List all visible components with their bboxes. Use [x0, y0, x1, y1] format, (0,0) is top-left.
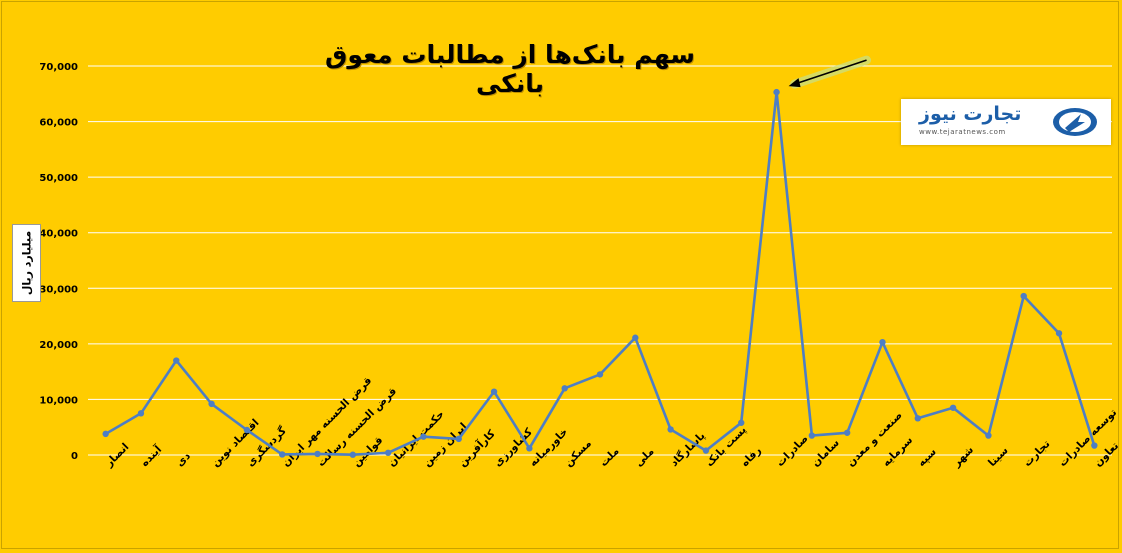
x-tick-label: شهر: [950, 444, 976, 470]
x-tick-label: سپه: [915, 446, 938, 469]
chart-title: سهم بانک‌ها از مطالبات معوق بانکی: [325, 40, 695, 98]
series-line: [105, 90, 1096, 457]
data-point: [420, 433, 427, 440]
x-tick-label: ملت: [598, 445, 622, 469]
data-point: [526, 445, 533, 452]
y-tick-label: 30,000: [39, 284, 78, 295]
data-point: [667, 426, 674, 433]
data-point: [985, 432, 992, 439]
x-tick-label: مسکن: [562, 437, 594, 469]
y-tick-label: 20,000: [39, 340, 78, 351]
data-point: [808, 432, 816, 439]
data-point: [173, 357, 180, 364]
data-point: [1091, 442, 1098, 449]
data-point: [914, 415, 921, 422]
data-point: [455, 435, 462, 443]
y-tick-label: 10,000: [39, 395, 78, 406]
data-point: [596, 371, 604, 378]
data-point: [384, 449, 392, 456]
x-tick-label: دی: [174, 450, 194, 470]
y-tick-label: 50,000: [39, 173, 78, 184]
annotation-arrow-head: [788, 78, 801, 88]
data-point: [208, 400, 215, 408]
data-point: [102, 430, 109, 438]
annotation-arrow: [794, 59, 867, 85]
x-tick-label: آینده: [138, 443, 165, 470]
x-tick-label: سامان: [809, 437, 841, 469]
data-point: [949, 404, 957, 411]
data-point: [137, 410, 145, 417]
data-point: [243, 426, 251, 434]
logo-name: تجارت نیوز: [919, 103, 1022, 125]
data-point: [702, 447, 710, 454]
data-point: [1020, 292, 1027, 300]
data-point: [349, 451, 357, 458]
data-point: [843, 429, 851, 436]
x-tick-label: تجارت: [1021, 438, 1052, 469]
x-tick-label: ملی: [633, 445, 657, 469]
y-axis-label: میلیارد ریال: [20, 230, 33, 296]
x-tick-label: صادرات: [774, 433, 811, 470]
y-tick-label: 60,000: [39, 118, 78, 129]
x-tick-label: سرمایه: [880, 434, 915, 469]
logo-url: www.tejaratnews.com: [919, 128, 1006, 136]
data-point: [632, 334, 639, 341]
y-axis-label-box: میلیارد ریال: [12, 224, 41, 302]
data-point: [879, 338, 886, 346]
data-point: [314, 450, 321, 458]
tejarat-news-logo: تجارت نیوز www.tejaratnews.com: [901, 99, 1111, 145]
x-tick-label: سینا: [986, 444, 1011, 469]
data-point: [279, 451, 286, 458]
data-point: [561, 385, 568, 392]
y-tick-label: 0: [71, 451, 78, 462]
x-tick-label: توسعه صادرات: [1057, 407, 1120, 470]
y-tick-label: 40,000: [39, 229, 78, 240]
x-tick-label: رفاه: [739, 444, 764, 469]
data-point: [773, 88, 780, 96]
y-tick-label: 70,000: [39, 62, 78, 73]
data-point: [738, 419, 745, 426]
logo-arrow-icon: [1053, 108, 1097, 136]
data-point: [1055, 330, 1063, 337]
x-tick-label: قوامین: [350, 434, 385, 469]
data-point: [490, 388, 498, 395]
